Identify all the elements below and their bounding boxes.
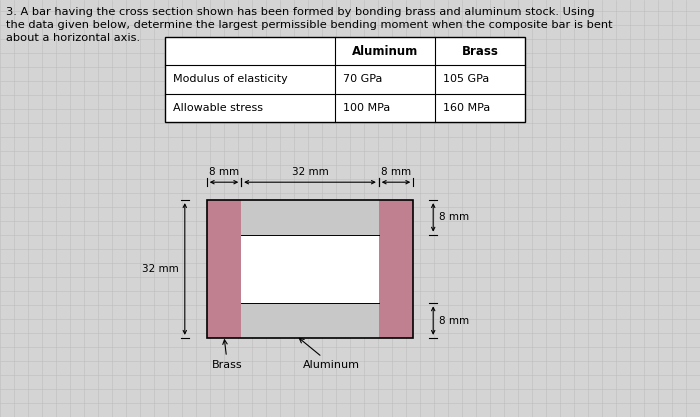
Bar xyxy=(165,37,525,122)
Text: Modulus of elasticity: Modulus of elasticity xyxy=(173,74,288,84)
Text: Aluminum: Aluminum xyxy=(352,45,418,58)
Text: 8 mm: 8 mm xyxy=(209,167,239,177)
Bar xyxy=(241,304,379,338)
Bar xyxy=(241,200,379,235)
Text: 100 MPa: 100 MPa xyxy=(343,103,391,113)
Text: 8 mm: 8 mm xyxy=(381,167,411,177)
Bar xyxy=(206,200,242,338)
Text: 105 GPa: 105 GPa xyxy=(443,74,489,84)
Text: 70 GPa: 70 GPa xyxy=(343,74,382,84)
Text: 8 mm: 8 mm xyxy=(439,316,469,326)
Text: Aluminum: Aluminum xyxy=(300,338,360,370)
Bar xyxy=(379,200,413,338)
Text: Brass: Brass xyxy=(212,340,243,370)
Text: 32 mm: 32 mm xyxy=(292,167,328,177)
Bar xyxy=(206,200,413,338)
Text: the data given below, determine the largest permissible bending moment when the : the data given below, determine the larg… xyxy=(6,20,612,30)
Text: 8 mm: 8 mm xyxy=(439,212,469,222)
Text: 32 mm: 32 mm xyxy=(142,264,178,274)
Text: Brass: Brass xyxy=(461,45,498,58)
Text: 3. A bar having the cross section shown has been formed by bonding brass and alu: 3. A bar having the cross section shown … xyxy=(6,7,594,17)
Text: Allowable stress: Allowable stress xyxy=(173,103,263,113)
Bar xyxy=(206,200,413,338)
Text: 160 MPa: 160 MPa xyxy=(443,103,490,113)
Text: about a horizontal axis.: about a horizontal axis. xyxy=(6,33,140,43)
